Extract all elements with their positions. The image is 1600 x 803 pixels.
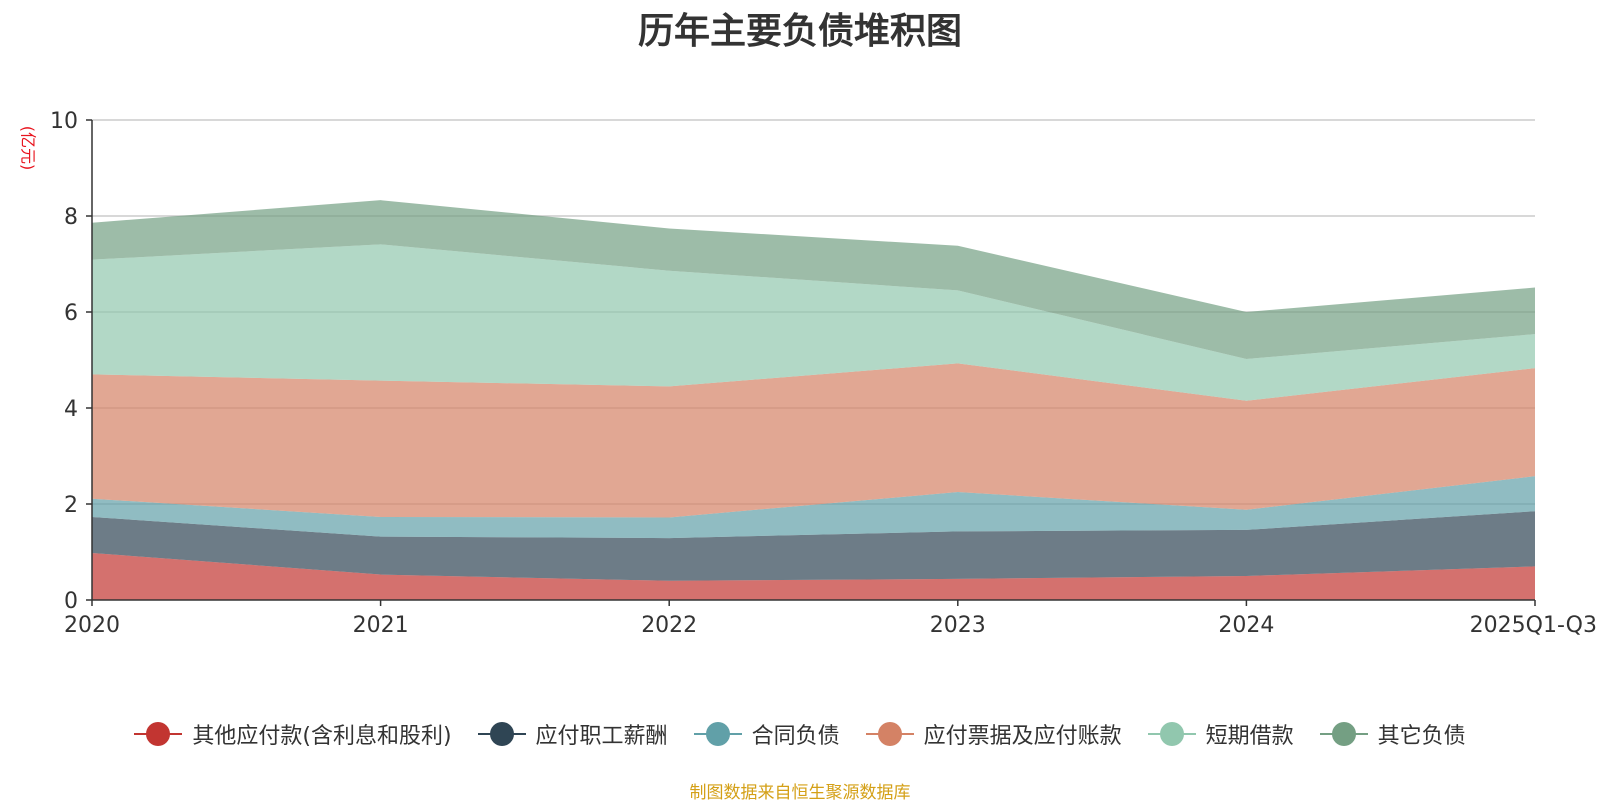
y-tick-label: 10 xyxy=(50,109,78,134)
x-tick-label: 2025Q1-Q3 xyxy=(1470,613,1597,638)
area-series-4 xyxy=(92,363,1535,518)
x-tick-label: 2024 xyxy=(1218,613,1274,638)
x-tick-label: 2020 xyxy=(64,613,120,638)
legend-label: 应付票据及应付账款 xyxy=(923,724,1122,749)
legend-label: 短期借款 xyxy=(1205,724,1294,749)
legend-label: 应付职工薪酬 xyxy=(535,724,668,749)
legend-item[interactable]: 应付职工薪酬 xyxy=(477,718,668,750)
legend: 其他应付款(含利息和股利) 应付职工薪酬 合同负债 应付票据及应付账款 短期借款 其它负债 xyxy=(0,718,1600,750)
legend-item[interactable]: 合同负债 xyxy=(693,718,840,750)
legend-label: 合同负债 xyxy=(751,724,840,749)
x-tick-label: 2023 xyxy=(930,613,986,638)
y-tick-label: 6 xyxy=(64,301,78,326)
legend-label: 其它负债 xyxy=(1377,724,1466,749)
area-series-2 xyxy=(92,511,1535,581)
y-tick-label: 0 xyxy=(64,589,78,614)
legend-item[interactable]: 应付票据及应付账款 xyxy=(865,718,1122,750)
y-tick-label: 4 xyxy=(64,397,78,422)
area-series-6 xyxy=(92,200,1535,360)
legend-item[interactable]: 其他应付款(含利息和股利) xyxy=(134,718,452,750)
legend-swatch xyxy=(865,722,914,746)
y-tick-label: 8 xyxy=(64,205,78,230)
area-series-5 xyxy=(92,244,1535,401)
x-tick-label: 2022 xyxy=(641,613,697,638)
x-tick-label: 2021 xyxy=(353,613,409,638)
legend-item[interactable]: 其它负债 xyxy=(1319,718,1466,750)
legend-swatch xyxy=(693,722,742,746)
legend-item[interactable]: 短期借款 xyxy=(1147,718,1294,750)
y-tick-label: 2 xyxy=(64,493,78,518)
area-series-3 xyxy=(92,476,1535,539)
area-series-1 xyxy=(92,552,1535,600)
legend-swatch xyxy=(1319,722,1368,746)
chart-title: 历年主要负债堆积图 xyxy=(637,11,962,52)
legend-swatch xyxy=(477,722,526,746)
source-note: 制图数据来自恒生聚源数据库 xyxy=(689,783,911,803)
legend-swatch xyxy=(1147,722,1196,746)
legend-swatch xyxy=(134,722,183,746)
legend-label: 其他应付款(含利息和股利) xyxy=(192,724,452,749)
